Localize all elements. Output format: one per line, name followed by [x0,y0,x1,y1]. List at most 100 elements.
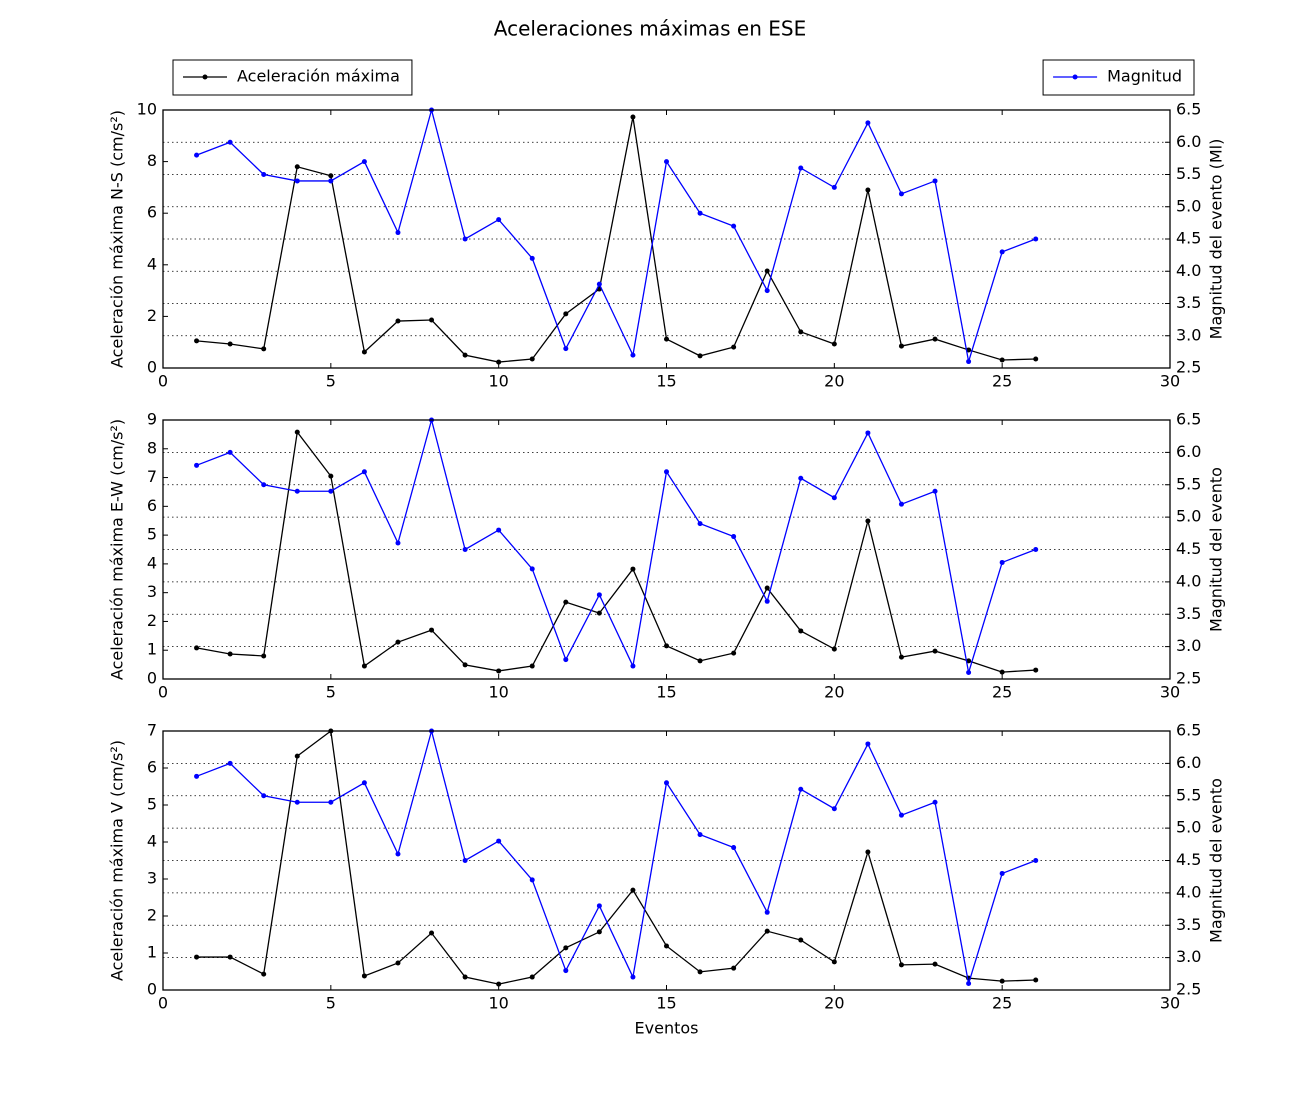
y2-tick-label: 4.0 [1176,882,1201,901]
marker [596,592,602,598]
marker [630,887,636,893]
marker [294,753,300,759]
marker [194,954,200,960]
marker [194,338,200,344]
marker [462,352,468,358]
y-tick-label: 9 [147,410,157,429]
marker [395,851,401,857]
marker [261,346,267,352]
marker [731,344,737,350]
y2-axis-label: Magnitud del evento [1207,467,1226,632]
marker [865,741,871,747]
y-tick-label: 0 [147,980,157,999]
marker [395,540,401,546]
marker [697,658,703,664]
marker [865,430,871,436]
marker [697,353,703,359]
series-line [196,417,1036,673]
marker [898,812,904,818]
marker [261,653,267,659]
marker [764,598,770,604]
marker [395,318,401,324]
y2-tick-label: 4.0 [1176,571,1201,590]
marker [328,178,334,184]
marker [697,832,703,838]
marker [932,961,938,967]
marker [731,845,737,851]
marker [227,760,233,766]
x-tick-label: 30 [1160,994,1180,1013]
marker [294,799,300,805]
marker [361,159,367,165]
x-tick-label: 15 [656,372,676,391]
marker [429,317,435,323]
marker [865,187,871,193]
marker [697,521,703,527]
marker [966,658,972,664]
marker [529,356,535,362]
marker [1033,356,1039,362]
marker [932,178,938,184]
marker [194,462,200,468]
marker [563,657,569,663]
marker [966,347,972,353]
y2-tick-label: 6.5 [1176,410,1201,429]
legend-marker [202,74,208,80]
marker [999,249,1005,255]
y-tick-label: 2 [147,611,157,630]
marker [664,943,669,949]
marker [395,230,401,236]
marker [294,164,300,170]
y-tick-label: 2 [147,306,157,325]
marker [731,223,737,229]
x-tick-label: 0 [158,683,168,702]
marker [966,359,972,365]
x-tick-label: 15 [656,994,676,1013]
y2-tick-label: 3.5 [1176,915,1201,934]
marker [596,903,602,909]
marker [227,954,233,960]
y2-tick-label: 4.5 [1176,850,1201,869]
y-tick-label: 0 [147,669,157,688]
marker [261,971,267,977]
marker [294,488,300,494]
marker [898,501,904,507]
marker [429,627,435,633]
marker [261,482,267,488]
marker [1033,977,1039,983]
marker [227,651,233,657]
marker [664,469,669,475]
y-tick-label: 3 [147,869,157,888]
x-tick-label: 0 [158,994,168,1013]
marker [798,937,804,943]
marker [798,786,804,792]
y-tick-label: 7 [147,467,157,486]
marker [496,359,502,365]
marker [529,877,535,883]
y2-tick-label: 6.0 [1176,753,1201,772]
marker [764,585,770,591]
x-tick-label: 20 [824,994,844,1013]
marker [664,159,669,165]
marker [831,341,837,347]
x-tick-label: 25 [992,994,1012,1013]
marker [462,547,468,552]
y-tick-label: 3 [147,582,157,601]
legend-label: Magnitud [1107,67,1182,86]
marker [395,639,401,645]
marker [429,930,435,936]
y2-tick-label: 4.5 [1176,229,1201,248]
marker [798,329,804,335]
y2-tick-label: 5.0 [1176,818,1201,837]
marker [563,945,569,951]
marker [798,475,804,481]
y2-tick-label: 5.0 [1176,196,1201,215]
marker [898,343,904,349]
marker [932,488,938,494]
legend-marker [1072,74,1078,80]
x-tick-label: 20 [824,372,844,391]
y-axis-label: Aceleración máxima N-S (cm/s²) [108,110,127,368]
marker [831,184,837,190]
x-tick-label: 15 [656,683,676,702]
y2-tick-label: 3.0 [1176,325,1201,344]
